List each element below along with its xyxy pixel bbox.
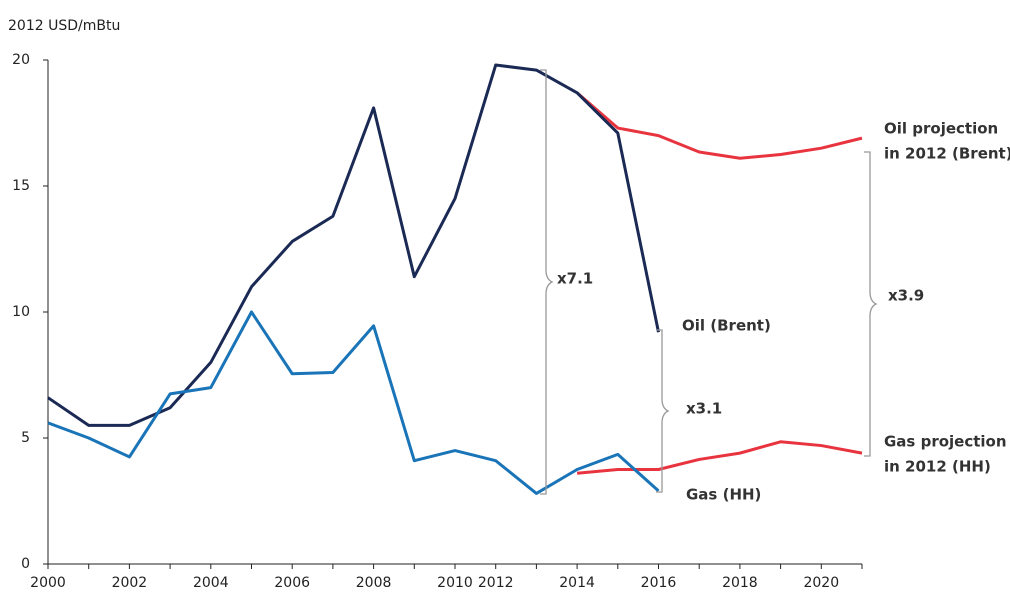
series-line <box>47 310 660 495</box>
series-label: Oil projection <box>884 120 998 138</box>
annotation: x3.9 <box>888 287 924 305</box>
x-tick-label: 2004 <box>193 575 229 591</box>
series-line <box>576 440 863 475</box>
series-label: Gas (HH) <box>686 486 761 504</box>
brace <box>864 151 878 457</box>
x-tick-label: 2016 <box>641 575 677 591</box>
series-label: in 2012 (Brent) <box>884 145 1010 163</box>
x-tick-label: 2020 <box>803 575 839 591</box>
x-tick-label: 2018 <box>722 575 758 591</box>
series-label: Oil (Brent) <box>682 317 771 335</box>
x-tick-label: 2008 <box>356 575 392 591</box>
y-axis-label: 2012 USD/mBtu <box>8 18 120 34</box>
brace <box>540 69 554 495</box>
x-tick-label: 2014 <box>559 575 595 591</box>
series-label: in 2012 (HH) <box>884 458 991 476</box>
y-tick-label: 20 <box>12 52 30 68</box>
series-line <box>47 63 660 427</box>
x-tick-label: 2002 <box>112 575 148 591</box>
y-tick-label: 0 <box>21 556 30 572</box>
x-tick-label: 2010 <box>437 575 473 591</box>
x-tick-label: 2012 <box>478 575 514 591</box>
y-tick-label: 15 <box>12 178 30 194</box>
annotation: x7.1 <box>557 270 593 288</box>
y-tick-label: 10 <box>12 304 30 320</box>
series-line <box>576 91 863 160</box>
x-tick-label: 2006 <box>274 575 310 591</box>
annotation: x3.1 <box>686 400 722 418</box>
y-tick-label: 5 <box>21 430 30 446</box>
x-tick-label: 2000 <box>30 575 66 591</box>
brace <box>656 329 670 493</box>
series-label: Gas projection <box>884 433 1007 451</box>
